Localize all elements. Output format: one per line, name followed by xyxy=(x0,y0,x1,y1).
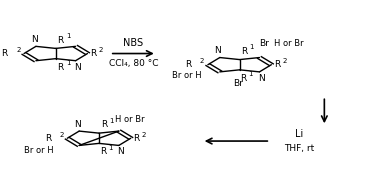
Text: 2: 2 xyxy=(16,47,20,53)
Text: Br: Br xyxy=(233,79,243,88)
Text: 2: 2 xyxy=(142,132,146,138)
Text: NBS: NBS xyxy=(123,38,143,48)
Text: 2: 2 xyxy=(283,58,287,64)
Text: THF, rt: THF, rt xyxy=(284,144,314,153)
Text: 1: 1 xyxy=(249,71,253,77)
Text: N: N xyxy=(74,63,81,72)
Text: R: R xyxy=(241,47,248,56)
Text: N: N xyxy=(74,120,81,129)
Text: 1: 1 xyxy=(250,44,254,50)
Text: H or Br: H or Br xyxy=(274,39,303,48)
Text: N: N xyxy=(117,147,124,156)
Text: R: R xyxy=(1,49,8,58)
Text: R: R xyxy=(240,74,246,83)
Text: 1: 1 xyxy=(109,118,114,124)
Text: Li: Li xyxy=(295,129,303,139)
Text: R: R xyxy=(58,36,64,45)
Text: R: R xyxy=(185,60,192,69)
Text: R: R xyxy=(45,134,51,143)
Text: R: R xyxy=(58,63,64,71)
Text: N: N xyxy=(258,74,265,83)
Text: N: N xyxy=(215,46,221,55)
Text: R: R xyxy=(101,120,107,129)
Text: N: N xyxy=(31,36,38,44)
Text: R: R xyxy=(100,147,106,156)
Text: 2: 2 xyxy=(59,132,64,138)
Text: 1: 1 xyxy=(108,145,113,151)
Text: Br or H: Br or H xyxy=(24,146,54,155)
Text: 2: 2 xyxy=(99,47,103,53)
Text: CCl₄, 80 °C: CCl₄, 80 °C xyxy=(108,59,158,68)
Text: R: R xyxy=(274,60,280,69)
Text: Br or H: Br or H xyxy=(172,71,202,80)
Text: 1: 1 xyxy=(66,33,70,39)
Text: Br: Br xyxy=(259,39,269,48)
Text: H or Br: H or Br xyxy=(115,115,145,124)
Text: 2: 2 xyxy=(200,58,204,64)
Text: R: R xyxy=(134,134,140,143)
Text: 1: 1 xyxy=(66,60,70,66)
Text: R: R xyxy=(90,49,97,58)
